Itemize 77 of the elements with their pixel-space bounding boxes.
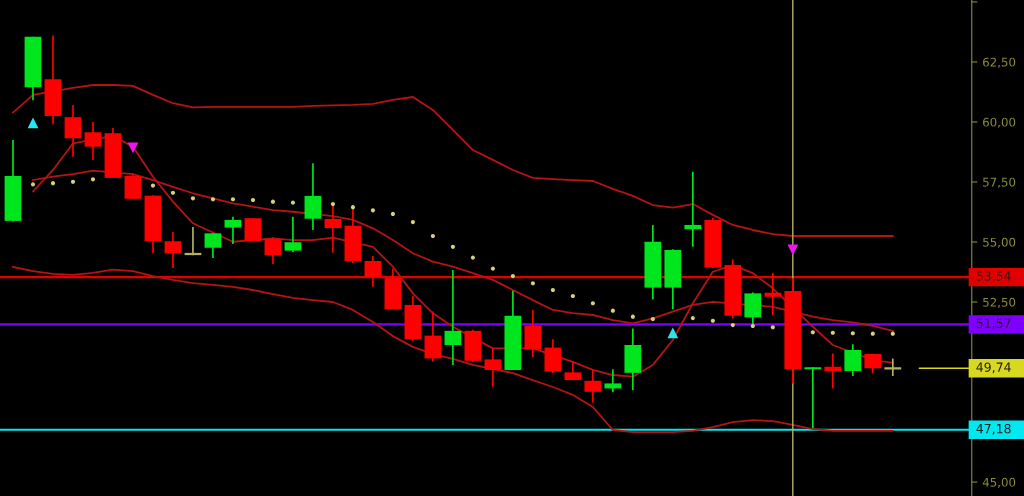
point <box>450 244 455 249</box>
point <box>650 316 655 322</box>
point <box>850 331 855 336</box>
point <box>590 301 595 306</box>
candlestick <box>204 232 222 259</box>
candlestick <box>883 357 903 377</box>
y-tick-label: 52,50 <box>983 297 1016 308</box>
ref-line-label: 47,18 <box>976 423 1011 435</box>
candlestick <box>824 352 842 390</box>
point <box>230 197 236 202</box>
point <box>190 196 196 201</box>
ref-line-label: 51,57 <box>976 318 1011 330</box>
point <box>350 205 355 210</box>
candlestick <box>584 369 602 404</box>
point <box>830 330 835 335</box>
y-tick-label: 55,00 <box>983 237 1016 248</box>
candlestick <box>324 202 342 254</box>
point <box>170 190 176 195</box>
point <box>690 316 695 321</box>
point <box>550 287 555 293</box>
point <box>490 266 495 271</box>
point <box>410 219 415 225</box>
point <box>50 181 56 186</box>
ref-line-label: 53,54 <box>976 271 1011 282</box>
point <box>70 179 76 184</box>
y-tick-label: 57,50 <box>983 177 1016 188</box>
point <box>470 255 475 260</box>
point <box>390 211 395 216</box>
point <box>150 183 156 188</box>
candlestick <box>164 231 182 269</box>
point <box>250 197 256 203</box>
point <box>210 197 216 202</box>
candlestick <box>804 366 822 430</box>
point <box>787 244 799 256</box>
point <box>570 293 575 299</box>
candlestick <box>64 104 82 158</box>
line-series <box>32 134 894 378</box>
point <box>530 281 535 286</box>
point <box>510 274 515 279</box>
line-series <box>12 266 894 434</box>
point <box>630 314 635 319</box>
candlestick <box>444 269 462 366</box>
candlestick <box>684 170 702 248</box>
candlestick <box>844 343 862 377</box>
point <box>430 233 435 239</box>
y-tick-label: 62,50 <box>983 57 1016 68</box>
candlestick <box>264 236 282 265</box>
point <box>870 331 875 336</box>
line-series <box>12 84 894 237</box>
point <box>90 177 96 182</box>
point <box>810 330 815 335</box>
point <box>610 308 615 313</box>
point <box>710 318 715 323</box>
candlestick <box>284 215 302 253</box>
point <box>30 182 36 187</box>
candlestick <box>364 255 382 288</box>
candlestick <box>84 121 102 161</box>
candlestick <box>484 347 502 388</box>
candlestick <box>524 309 542 359</box>
point <box>750 323 755 329</box>
candlestick <box>424 310 442 363</box>
point <box>770 325 775 330</box>
point <box>270 199 276 204</box>
point <box>330 201 336 207</box>
y-tick-label: 45,00 <box>982 477 1016 488</box>
candlestick <box>224 215 242 245</box>
candlestick <box>124 173 142 200</box>
candlestick <box>304 162 322 231</box>
ref-line-label: 49,74 <box>976 362 1011 374</box>
point <box>730 322 735 328</box>
candlestick <box>764 271 782 316</box>
candlestick <box>604 368 622 394</box>
point <box>890 331 895 336</box>
point <box>667 327 679 339</box>
y-tick-label: 60,00 <box>983 117 1016 128</box>
point <box>290 200 296 205</box>
point <box>370 208 375 213</box>
